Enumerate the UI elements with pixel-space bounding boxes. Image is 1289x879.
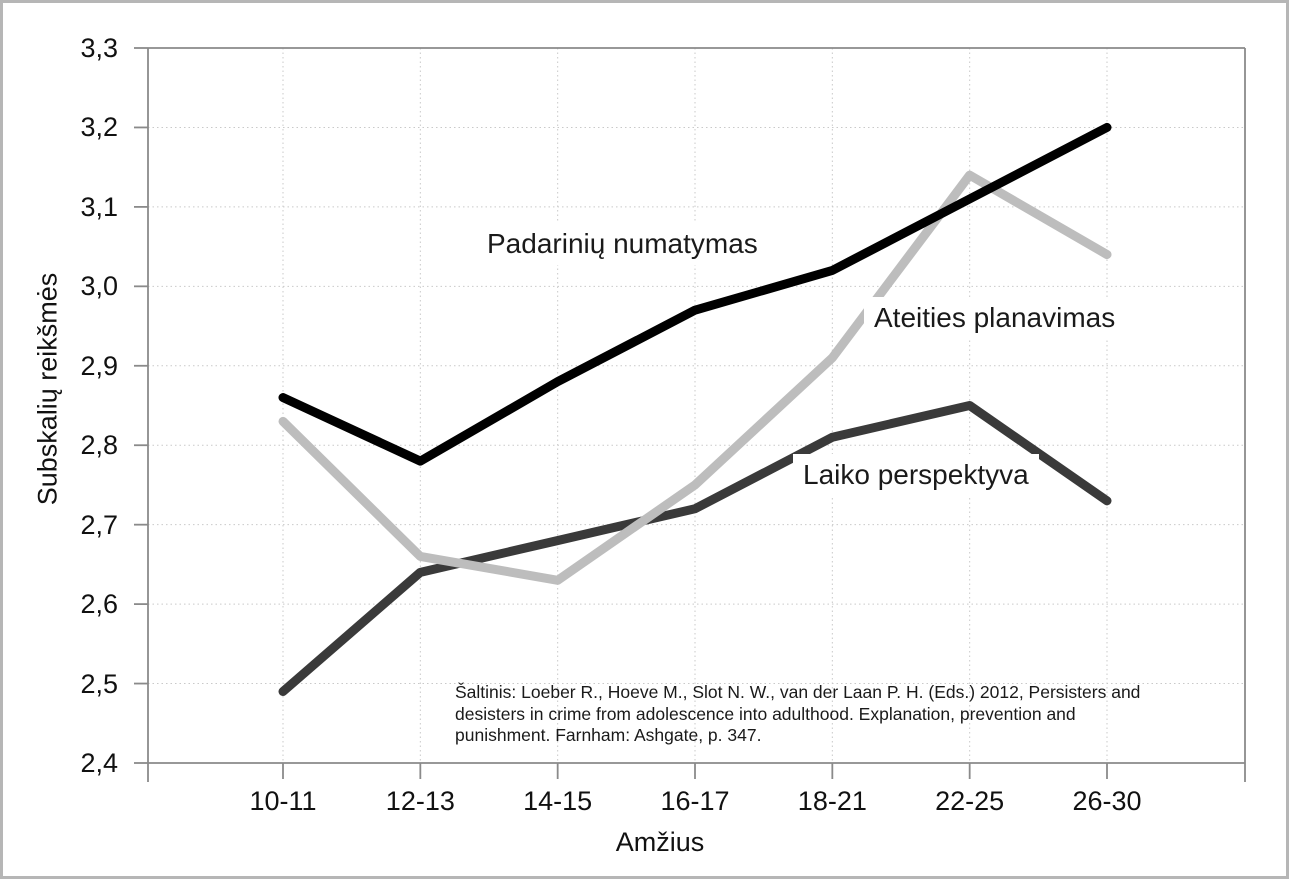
series-label-ateities-planavimas: Ateities planavimas: [864, 297, 1126, 339]
x-tick-label: 14-15: [523, 786, 593, 816]
source-note-line-1: Šaltinis: Loeber R., Hoeve M., Slot N. W…: [455, 682, 1141, 702]
x-tick-label: 26-30: [1072, 786, 1142, 816]
y-tick-label: 3,3: [80, 33, 118, 63]
y-tick-label: 2,9: [80, 350, 118, 381]
y-tick-label: 2,6: [80, 589, 118, 620]
source-note: Šaltinis: Loeber R., Hoeve M., Slot N. W…: [455, 682, 1140, 747]
x-tick-label: 10-11: [249, 786, 317, 816]
series-line-1-ateities-planavimas: [278, 170, 1112, 585]
y-tick-label: 3,1: [80, 191, 118, 222]
series-line-0-padarinių-numatymas: [278, 122, 1112, 466]
x-axis-title: Amžius: [615, 827, 705, 857]
series-label-laiko-perspektyva: Laiko perspektyva: [793, 454, 1039, 496]
x-tick-label: 12-13: [385, 786, 455, 816]
y-tick-label: 3,0: [80, 271, 118, 302]
x-tick-label: 22-25: [935, 786, 1005, 816]
source-note-line-2: desisters in crime from adolescence into…: [455, 703, 1076, 724]
x-tick-label: 16-17: [660, 786, 730, 816]
series-label-padariniu-numatymas: Padarinių numatymas: [477, 223, 768, 265]
y-tick-label: 2,8: [80, 430, 118, 461]
source-note-line-3: punishment. Farnham: Ashgate, p. 347.: [455, 725, 762, 745]
y-tick-label: 2,7: [80, 509, 118, 540]
y-axis-title: Subskalių reikšmės: [32, 272, 63, 506]
series-line-2-laiko-perspektyva: [278, 401, 1112, 696]
y-tick-label: 2,5: [80, 668, 118, 699]
x-tick-label: 18-21: [797, 786, 867, 816]
y-tick-label: 3,2: [80, 112, 118, 143]
y-tick-label: 2,4: [80, 748, 118, 778]
